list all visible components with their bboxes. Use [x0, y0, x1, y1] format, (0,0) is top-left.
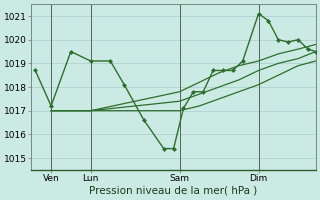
X-axis label: Pression niveau de la mer( hPa ): Pression niveau de la mer( hPa )	[90, 186, 258, 196]
